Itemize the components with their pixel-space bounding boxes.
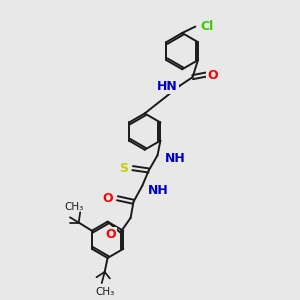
Text: Cl: Cl (201, 20, 214, 33)
Text: O: O (105, 228, 116, 241)
Text: NH: NH (148, 184, 168, 196)
Text: O: O (103, 192, 113, 205)
Text: CH₃: CH₃ (65, 202, 84, 212)
Text: NH: NH (165, 152, 186, 165)
Text: O: O (207, 69, 217, 82)
Text: HN: HN (157, 80, 178, 93)
Text: S: S (119, 162, 128, 175)
Text: CH₃: CH₃ (95, 287, 114, 297)
